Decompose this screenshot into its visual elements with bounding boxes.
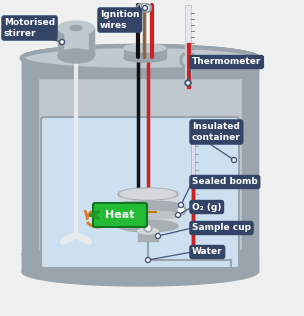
Bar <box>242 58 258 272</box>
Bar <box>138 231 158 241</box>
Circle shape <box>141 3 147 9</box>
Ellipse shape <box>115 211 181 219</box>
Ellipse shape <box>22 258 258 286</box>
Circle shape <box>183 55 193 65</box>
Circle shape <box>143 5 147 10</box>
Bar <box>185 5 191 88</box>
Circle shape <box>178 203 184 208</box>
Ellipse shape <box>22 46 258 70</box>
Text: Water: Water <box>192 247 223 257</box>
Circle shape <box>232 157 237 162</box>
Ellipse shape <box>115 201 181 209</box>
Ellipse shape <box>118 220 178 232</box>
Bar <box>22 62 258 78</box>
Circle shape <box>110 205 120 215</box>
Circle shape <box>175 212 181 217</box>
Circle shape <box>178 208 184 212</box>
Ellipse shape <box>22 247 258 261</box>
Bar <box>58 28 94 56</box>
Ellipse shape <box>138 228 158 234</box>
Ellipse shape <box>58 21 94 35</box>
Circle shape <box>185 80 191 86</box>
Bar <box>118 194 178 226</box>
Bar <box>191 125 195 250</box>
Ellipse shape <box>118 188 178 200</box>
Circle shape <box>146 258 150 263</box>
Text: Sealed bomb: Sealed bomb <box>192 178 258 186</box>
Ellipse shape <box>124 54 166 62</box>
Ellipse shape <box>120 189 176 199</box>
Ellipse shape <box>124 44 166 52</box>
Text: O₂ (g): O₂ (g) <box>192 203 222 211</box>
Circle shape <box>144 224 152 232</box>
Circle shape <box>60 40 64 45</box>
Text: Insulated
container: Insulated container <box>192 122 241 142</box>
Bar <box>186 43 189 88</box>
Text: Motorised
stirrer: Motorised stirrer <box>4 18 55 38</box>
FancyBboxPatch shape <box>93 203 147 227</box>
Circle shape <box>146 226 150 230</box>
Bar <box>124 48 166 58</box>
Bar <box>115 205 181 215</box>
FancyBboxPatch shape <box>41 117 239 268</box>
Circle shape <box>180 52 196 68</box>
Bar <box>89 28 94 56</box>
Ellipse shape <box>24 47 256 69</box>
Circle shape <box>112 208 118 212</box>
Text: Sample cup: Sample cup <box>192 223 251 233</box>
Bar <box>192 181 194 250</box>
Bar <box>22 58 258 272</box>
Circle shape <box>185 81 191 86</box>
Ellipse shape <box>62 54 90 62</box>
Bar <box>22 254 258 272</box>
Text: Heat: Heat <box>105 210 135 220</box>
Ellipse shape <box>58 49 94 63</box>
Bar <box>22 58 38 272</box>
Text: Ignition
wires: Ignition wires <box>100 10 140 30</box>
Ellipse shape <box>64 55 88 61</box>
Text: Thermometer: Thermometer <box>192 58 261 66</box>
Circle shape <box>156 234 161 239</box>
Bar <box>58 28 63 56</box>
Circle shape <box>60 40 64 45</box>
Circle shape <box>176 205 186 215</box>
Ellipse shape <box>70 26 82 31</box>
